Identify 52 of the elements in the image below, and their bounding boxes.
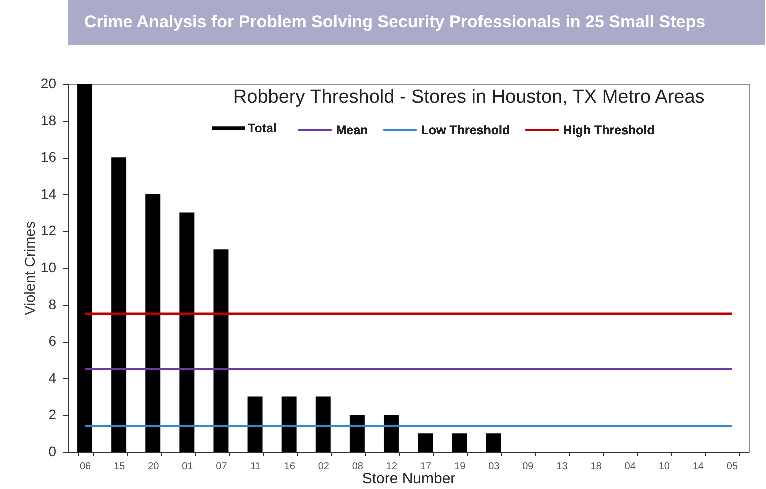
- y-tick-label: 20: [40, 76, 57, 92]
- legend-label: High Threshold: [563, 123, 655, 138]
- bar: [486, 434, 502, 452]
- bar: [384, 415, 399, 452]
- y-tick-label: 4: [48, 370, 57, 386]
- legend-label: Low Threshold: [421, 123, 510, 138]
- x-tick-label: 12: [386, 462, 398, 472]
- x-tick-label: 19: [454, 462, 466, 472]
- x-tick-label: 06: [80, 462, 92, 472]
- legend-label: Mean: [336, 123, 368, 138]
- x-tick-label: 13: [556, 462, 568, 472]
- x-tick-label: 02: [318, 462, 330, 472]
- x-tick-label: 15: [114, 462, 126, 472]
- y-tick-label: 12: [40, 222, 57, 239]
- x-tick-label: 09: [522, 462, 534, 472]
- x-tick-label: 18: [590, 462, 602, 472]
- x-axis-title: Store Number: [362, 470, 456, 488]
- y-tick-label: 16: [40, 149, 57, 166]
- chart-title: Robbery Threshold - Stores in Houston, TX Metro Areas: [233, 87, 705, 108]
- bar: [248, 396, 263, 452]
- y-axis-title: Violent Crimes: [22, 221, 39, 316]
- bar: [180, 212, 195, 452]
- x-tick-label: 03: [488, 462, 500, 472]
- x-tick-label: 05: [726, 462, 738, 472]
- y-tick-label: 8: [48, 296, 57, 312]
- x-tick-label: 14: [692, 462, 704, 472]
- bar: [316, 396, 331, 452]
- x-tick-label: 08: [352, 462, 364, 472]
- x-tick-label: 17: [420, 462, 432, 472]
- text: Crime Analysis for Problem Solving Security Professionals in 25 Small Steps: [84, 12, 706, 32]
- bar: [112, 158, 127, 452]
- x-tick-label: 07: [216, 462, 228, 472]
- y-tick-label: 2: [48, 406, 57, 423]
- x-tick-label: 11: [250, 462, 262, 472]
- y-tick-label: 6: [48, 333, 57, 350]
- bar: [282, 396, 297, 452]
- y-tick-label: 10: [40, 260, 57, 276]
- y-tick-label: 14: [40, 186, 57, 202]
- legend-label: Total: [248, 122, 277, 136]
- x-tick-label: 16: [284, 462, 296, 472]
- x-tick-label: 20: [148, 462, 160, 472]
- y-tick-label: 0: [48, 444, 57, 460]
- bar: [146, 194, 161, 452]
- bar: [418, 434, 434, 452]
- bar: [452, 434, 468, 452]
- bar: [78, 84, 93, 452]
- bar: [214, 250, 229, 452]
- bar: [350, 415, 365, 452]
- x-tick-label: 01: [182, 462, 194, 472]
- x-tick-label: 10: [658, 462, 670, 472]
- y-tick-label: 18: [40, 112, 57, 128]
- x-tick-label: 04: [624, 462, 636, 472]
